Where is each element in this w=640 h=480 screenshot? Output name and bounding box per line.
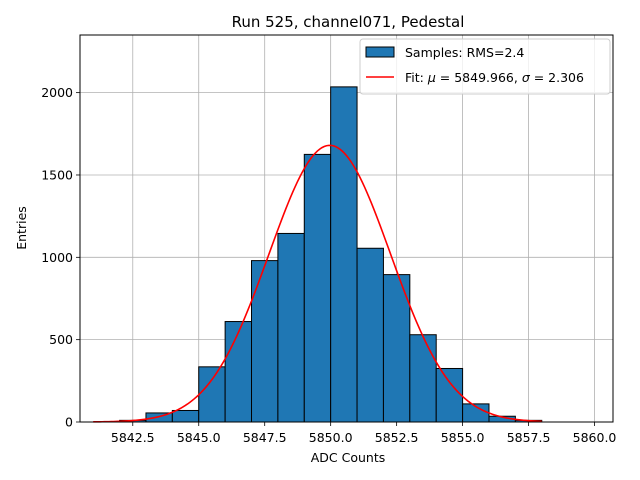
y-tick-label: 500 — [49, 332, 73, 347]
fit-curve — [93, 144, 542, 423]
x-tick-label: 5847.5 — [243, 430, 287, 445]
y-axis-label: Entries — [14, 206, 29, 250]
plot-frame — [79, 34, 614, 423]
histogram-bar — [409, 334, 437, 423]
fit-curve-layer — [93, 144, 542, 423]
histogram-bars — [119, 86, 543, 423]
x-tick-label: 5852.5 — [375, 430, 419, 445]
histogram-bar — [224, 321, 253, 423]
histogram-bar — [303, 153, 332, 423]
histogram-bar — [251, 260, 279, 423]
histogram-bar — [382, 274, 411, 423]
legend-label-samples: Samples: RMS=2.4 — [405, 45, 524, 60]
x-tick-label: 5845.0 — [177, 430, 221, 445]
y-tick-label: 1500 — [41, 167, 73, 182]
legend-swatch-samples — [365, 46, 395, 58]
x-tick-label: 5855.0 — [441, 430, 485, 445]
legend-label-fit: Fit: μ = 5849.966, σ = 2.306 — [405, 70, 584, 85]
y-tick-label: 1000 — [41, 250, 73, 265]
y-axis-ticks: 0 500 1000 1500 2000 — [41, 85, 80, 430]
x-tick-label: 5842.5 — [111, 430, 155, 445]
histogram-bar — [356, 247, 384, 423]
x-axis-ticks: 5842.5 5845.0 5847.5 5850.0 5852.5 5855.0 5857… — [111, 422, 617, 445]
x-tick-label: 5860.0 — [573, 430, 617, 445]
histogram-bar — [171, 409, 200, 423]
histogram-bar — [330, 86, 358, 423]
y-tick-label: 2000 — [41, 85, 73, 100]
legend-box — [359, 38, 611, 95]
x-axis-label: ADC Counts — [311, 450, 386, 465]
histogram-bar — [198, 366, 226, 423]
legend: Samples: RMS=2.4 Fit: μ = 5849.966, σ = … — [359, 38, 611, 95]
y-tick-label: 0 — [65, 415, 73, 430]
x-tick-label: 5857.5 — [507, 430, 551, 445]
histogram-bar — [435, 367, 464, 423]
x-tick-label: 5850.0 — [309, 430, 353, 445]
histogram-bar — [277, 232, 305, 423]
chart-title: Run 525, channel071, Pedestal — [232, 13, 465, 31]
